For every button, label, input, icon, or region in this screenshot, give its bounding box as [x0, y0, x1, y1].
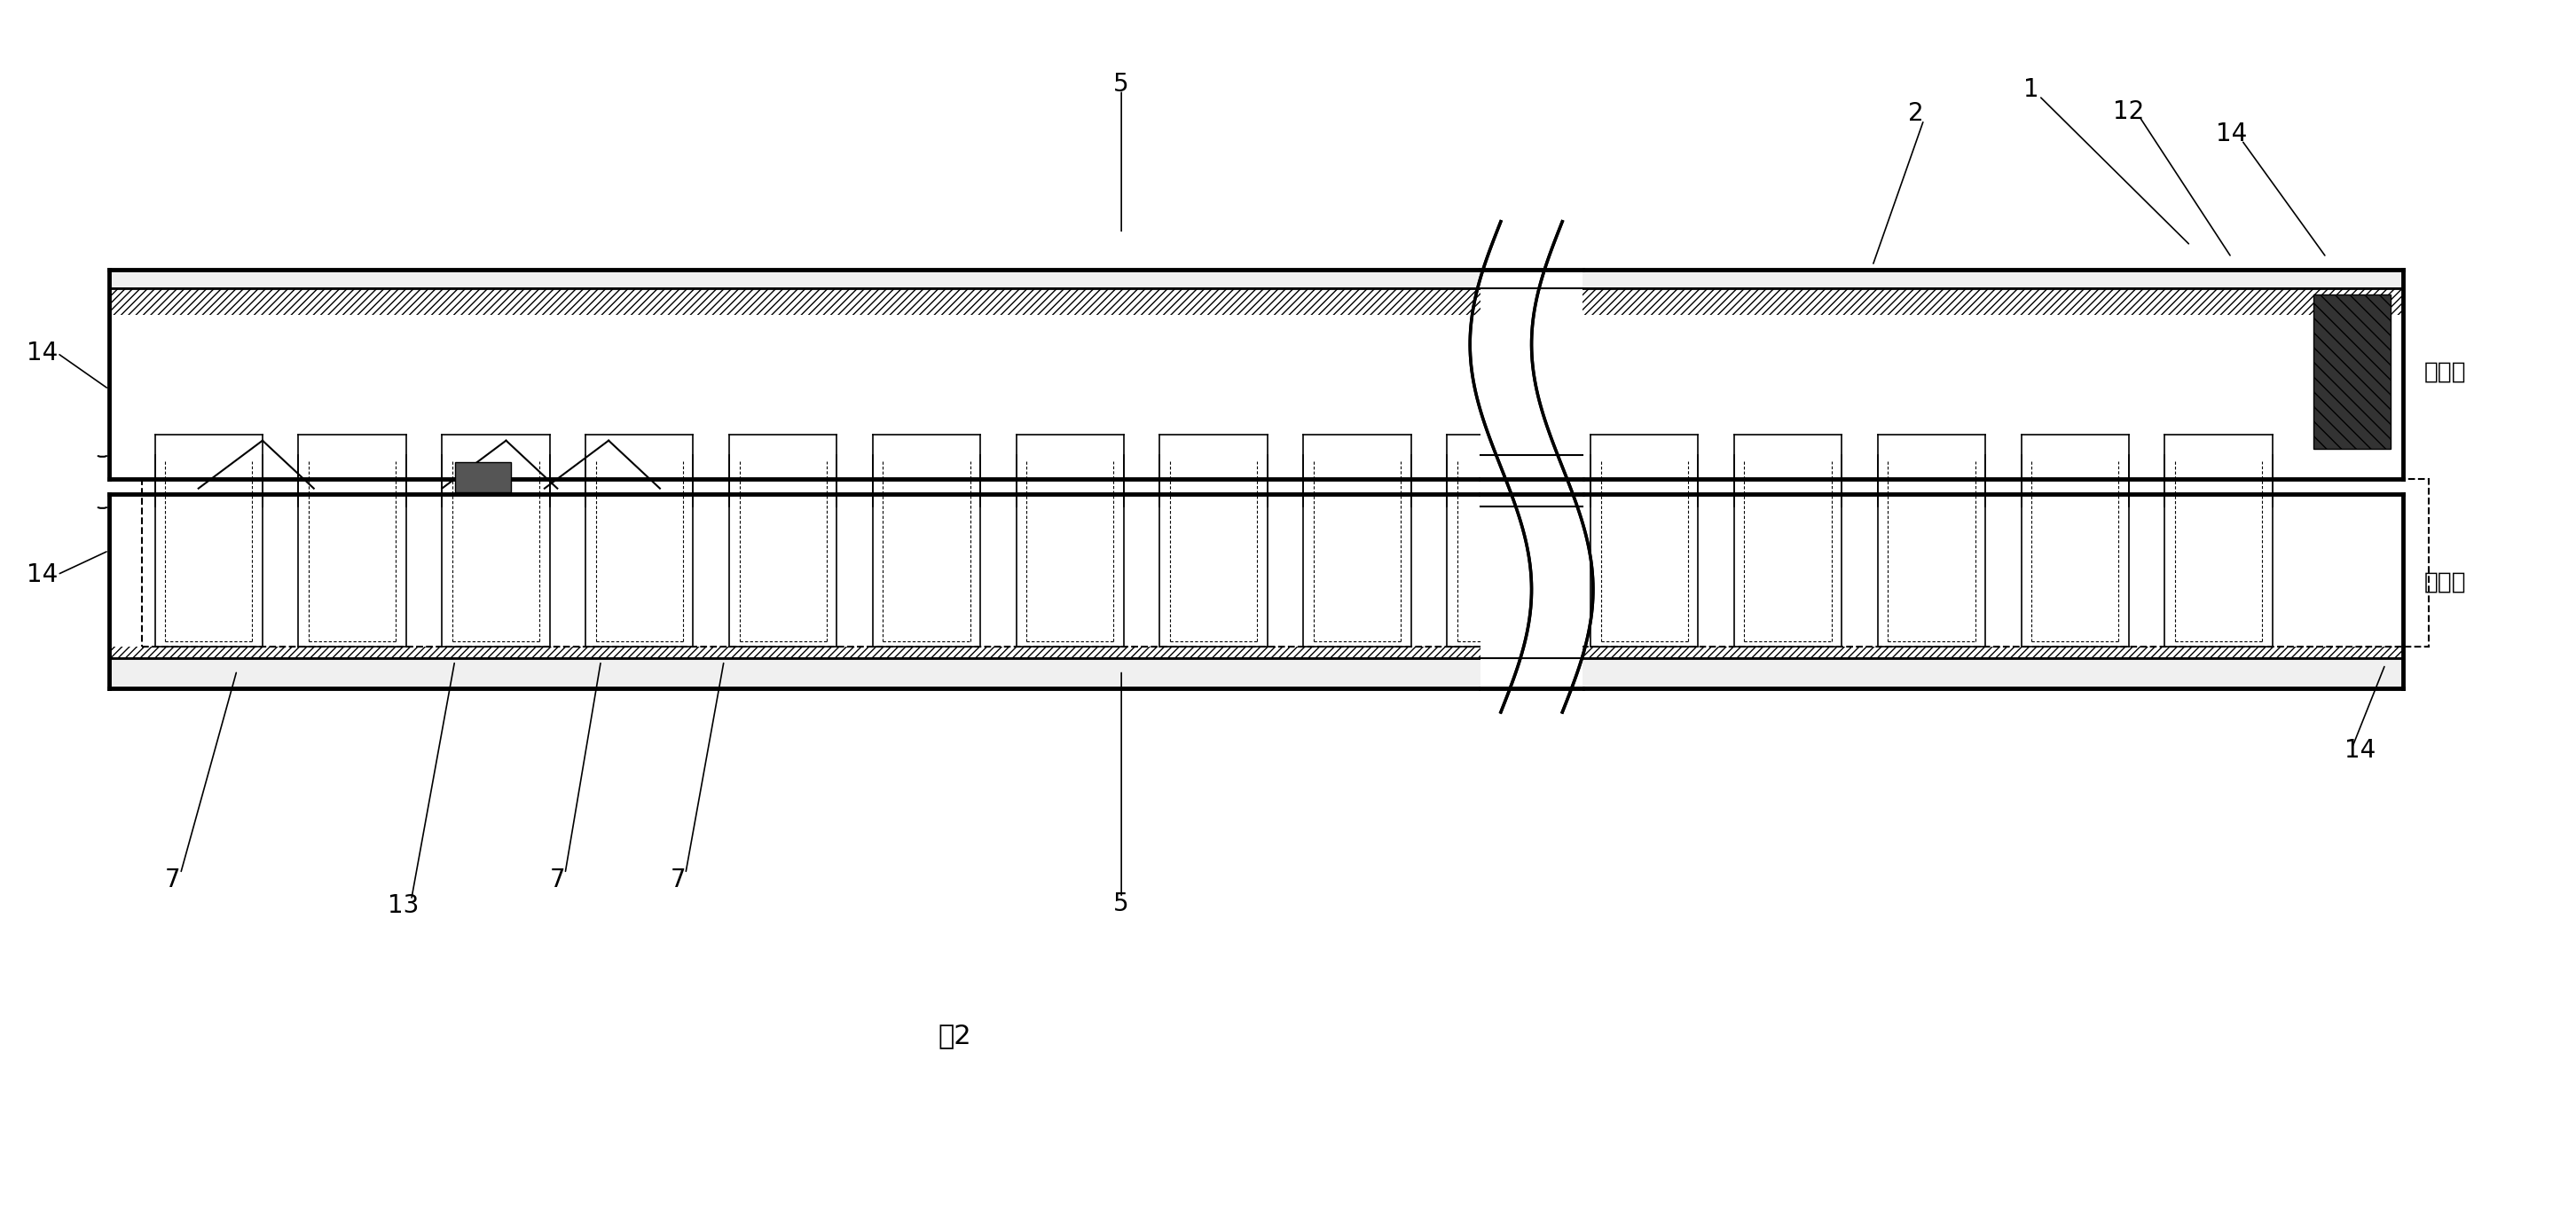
- Text: 5: 5: [1113, 891, 1128, 916]
- Bar: [142, 479, 2429, 647]
- Bar: [108, 270, 2403, 688]
- Text: 12: 12: [2112, 99, 2146, 123]
- Text: 13: 13: [389, 893, 420, 919]
- Text: 负电极: 负电极: [2424, 360, 2465, 383]
- Bar: [108, 314, 2403, 507]
- Bar: [108, 659, 2403, 688]
- Text: 7: 7: [549, 867, 564, 892]
- Text: 14: 14: [2215, 122, 2246, 146]
- Text: 正电极: 正电极: [2424, 571, 2465, 594]
- Bar: [108, 455, 2403, 647]
- Bar: [108, 494, 2403, 507]
- Text: 7: 7: [670, 867, 685, 892]
- Bar: [2313, 295, 2391, 449]
- Text: 5: 5: [1113, 71, 1128, 97]
- Bar: [456, 462, 510, 492]
- Text: 2: 2: [1909, 102, 1924, 126]
- Bar: [108, 455, 2403, 479]
- Text: 7: 7: [165, 867, 180, 892]
- Bar: [108, 507, 2403, 659]
- Text: 14: 14: [2344, 737, 2375, 763]
- Text: 1: 1: [2025, 77, 2040, 103]
- Text: 图2: 图2: [938, 1023, 971, 1048]
- Bar: [1481, 221, 1582, 700]
- Bar: [108, 289, 2403, 455]
- Bar: [108, 270, 2403, 289]
- Text: 14: 14: [26, 341, 57, 365]
- Text: 14: 14: [26, 562, 57, 588]
